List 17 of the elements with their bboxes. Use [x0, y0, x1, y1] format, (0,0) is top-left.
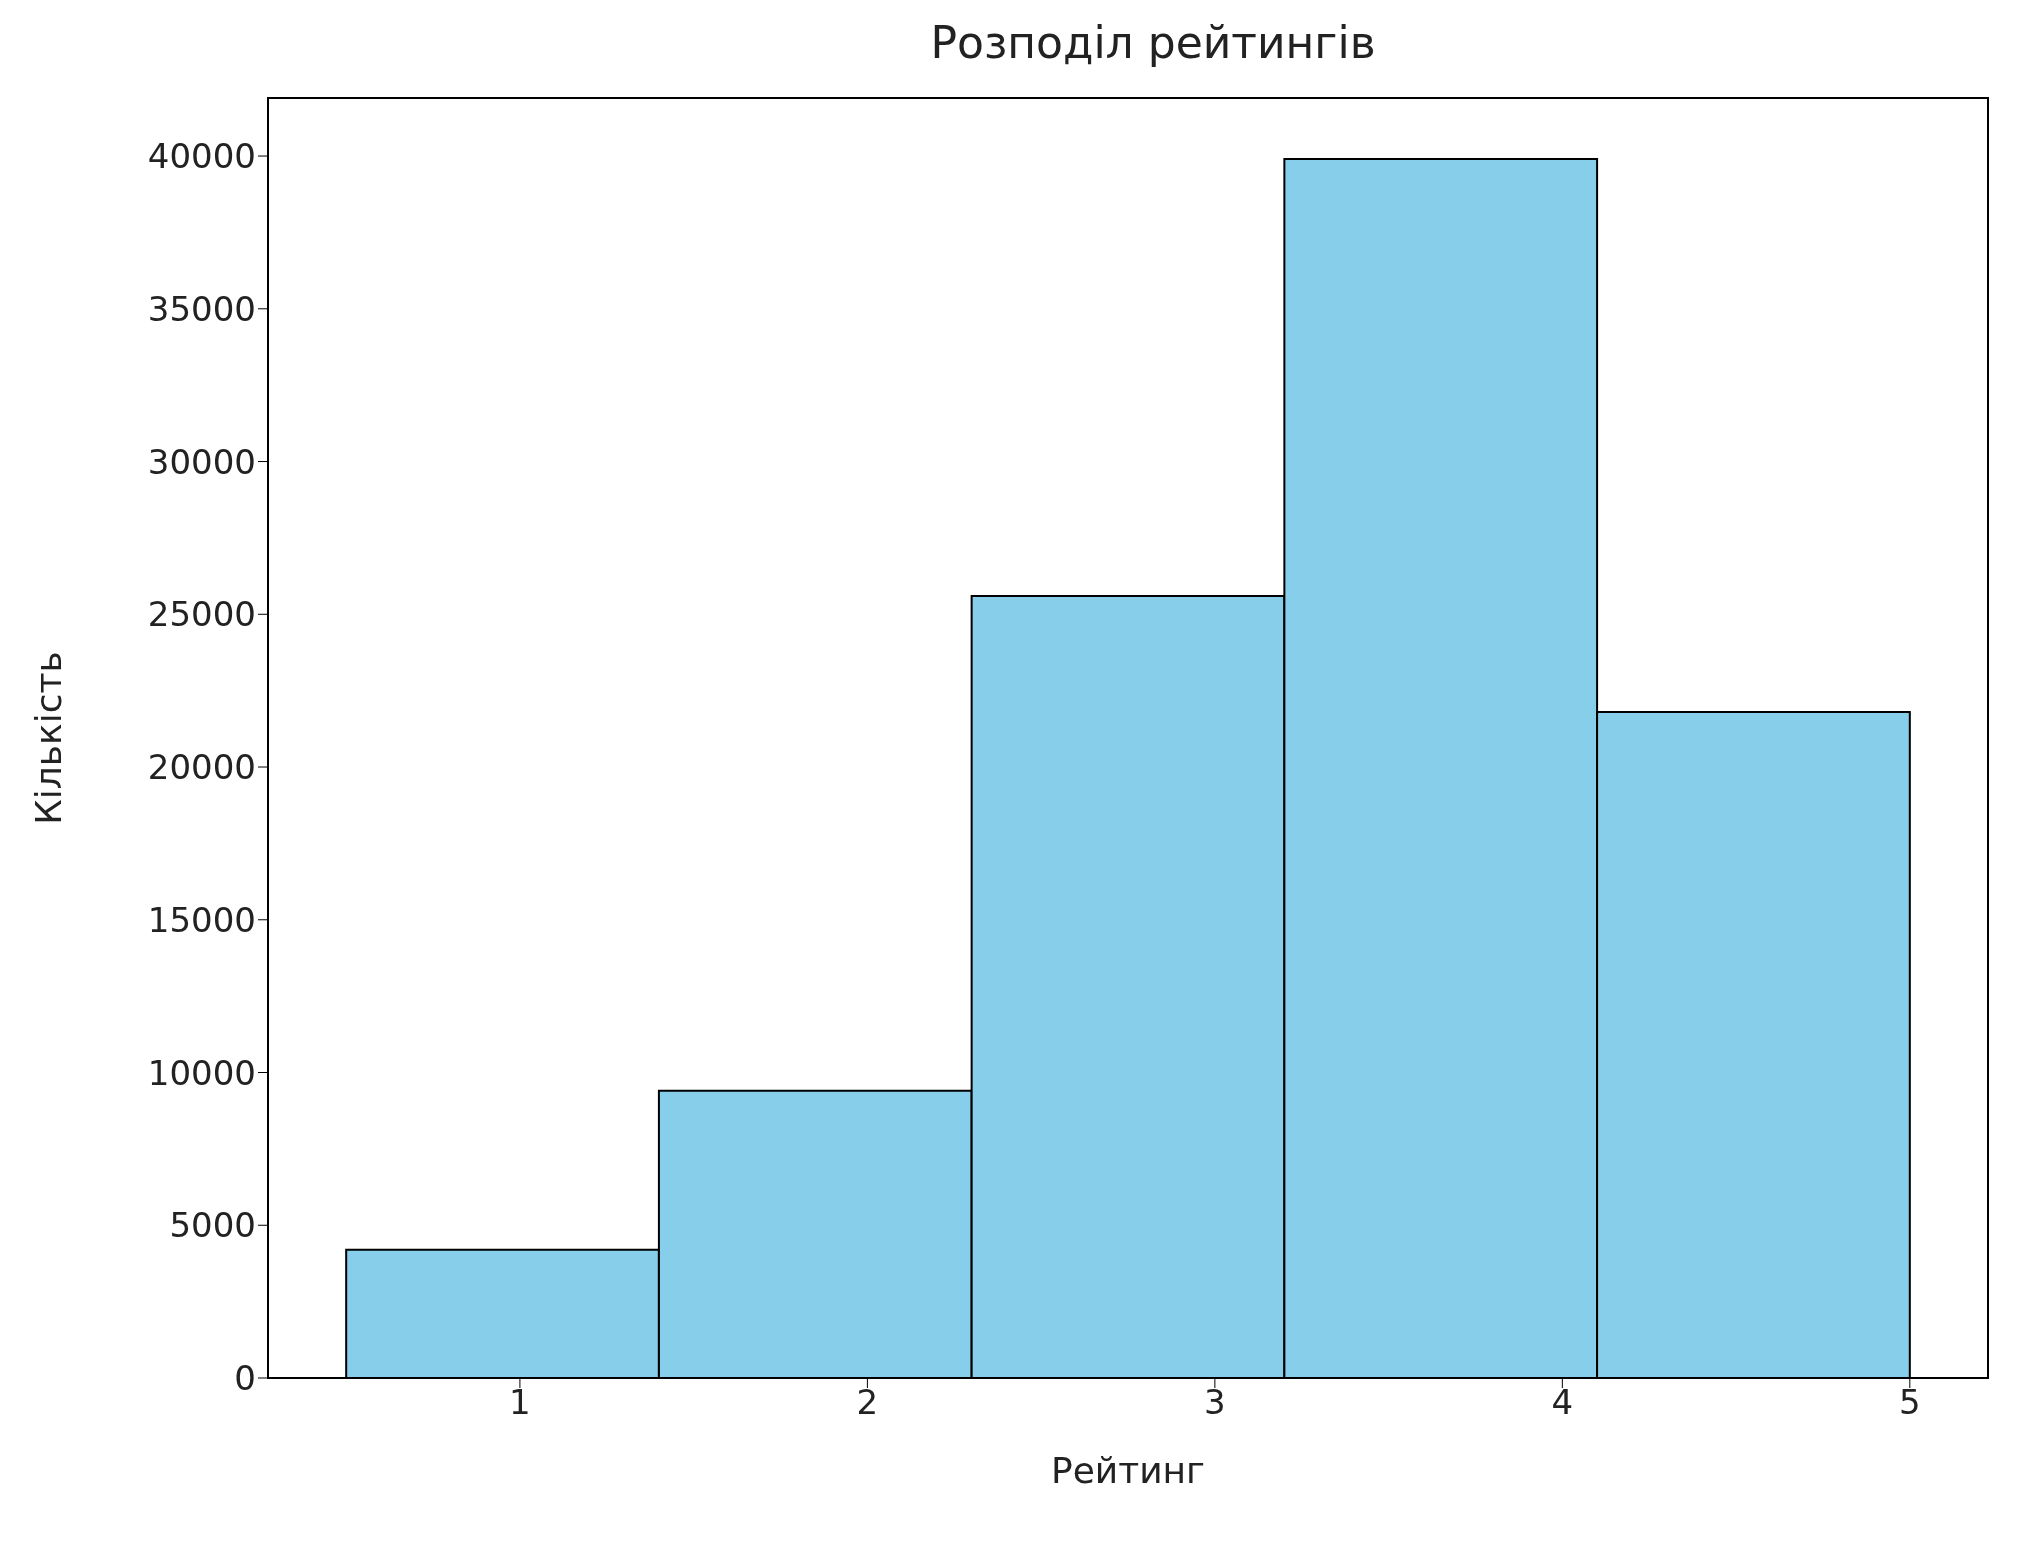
- y-axis-title: Кількість: [27, 651, 69, 825]
- x-tick-label: 1: [509, 1382, 531, 1423]
- y-tick-label: 15000: [147, 899, 256, 940]
- x-tick-label: 5: [1899, 1382, 1921, 1423]
- y-tick-label: 30000: [147, 441, 256, 482]
- y-tick-label: 35000: [147, 288, 256, 329]
- y-tick-label: 5000: [169, 1205, 256, 1246]
- chart-title: Розподіл рейтингів: [929, 16, 1377, 70]
- y-tick-label: 40000: [147, 136, 256, 177]
- x-tick-label: 3: [1204, 1382, 1226, 1423]
- y-tick-label: 10000: [147, 1052, 256, 1093]
- y-tick-label: 0: [234, 1358, 256, 1399]
- x-tick-label: 2: [856, 1382, 879, 1423]
- y-tick-label: 25000: [147, 594, 256, 635]
- x-axis-title: Рейтинг: [1050, 1450, 1206, 1491]
- y-tick-label: 20000: [147, 747, 256, 788]
- x-tick-label: 4: [1551, 1382, 1574, 1423]
